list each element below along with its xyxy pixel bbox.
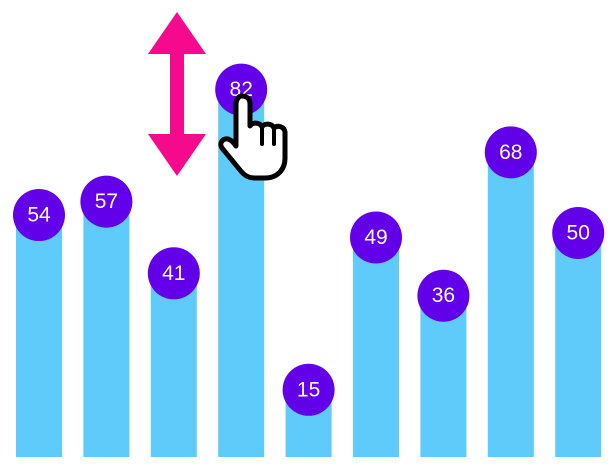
bar bbox=[420, 295, 467, 457]
value-label: 57 bbox=[95, 190, 118, 213]
value-label-badge bbox=[215, 63, 268, 116]
value-label-badge bbox=[417, 269, 470, 322]
value-label: 50 bbox=[567, 221, 590, 244]
bar bbox=[83, 201, 130, 457]
bar bbox=[487, 152, 534, 458]
value-label-badge bbox=[147, 247, 200, 300]
value-label-badge bbox=[484, 126, 537, 179]
value-label-badge bbox=[552, 206, 605, 259]
bar bbox=[555, 232, 602, 457]
bar bbox=[16, 215, 62, 457]
value-label: 15 bbox=[297, 378, 320, 401]
value-label: 68 bbox=[499, 141, 522, 164]
value-label-badge bbox=[282, 363, 335, 416]
bar bbox=[150, 273, 197, 457]
bar bbox=[353, 237, 399, 457]
value-label-badge bbox=[13, 189, 65, 242]
value-label: 41 bbox=[162, 262, 185, 285]
value-label: 36 bbox=[432, 284, 455, 307]
drag-arrow-icon bbox=[148, 12, 206, 176]
value-label-badge bbox=[80, 175, 133, 228]
value-label: 54 bbox=[27, 204, 51, 227]
value-label: 49 bbox=[364, 226, 387, 249]
value-label-badge bbox=[350, 211, 402, 264]
hand-cursor-icon bbox=[218, 93, 288, 181]
